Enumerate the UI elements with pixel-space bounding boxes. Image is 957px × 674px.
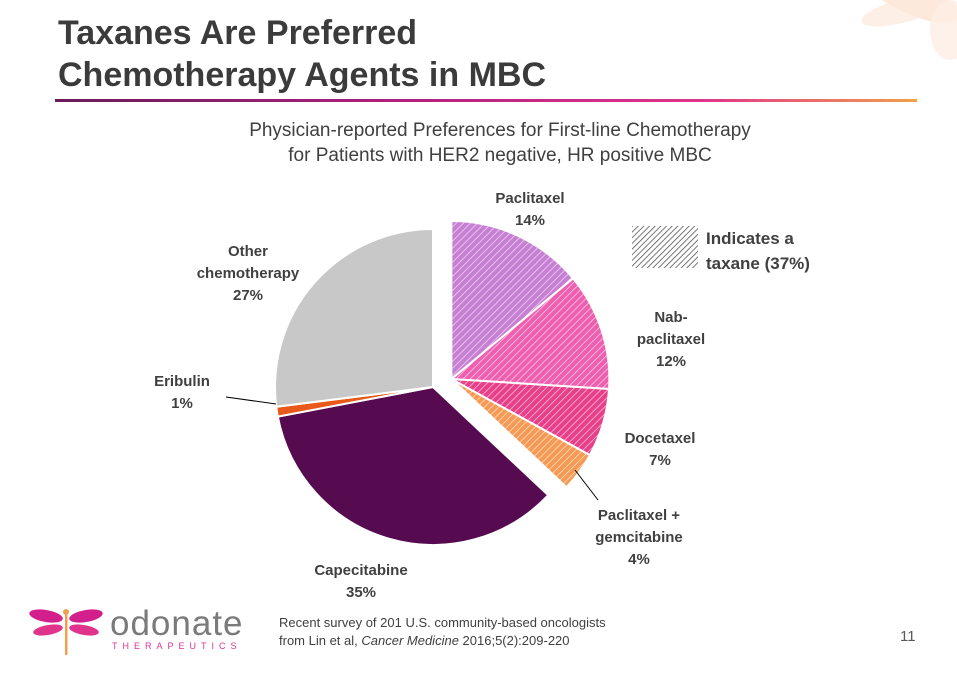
footnote-suffix: 2016;5(2):209-220 <box>458 633 570 648</box>
page-number: 11 <box>900 628 916 645</box>
pie-slice-hatch <box>451 379 610 456</box>
chart-title-line-1: Physician-reported Preferences for First… <box>249 120 751 141</box>
slide-title: Taxanes Are Preferred Chemotherapy Agent… <box>58 12 546 96</box>
slice-label: Eribulin 1% <box>154 373 210 412</box>
pie-slice-hatch <box>451 379 590 488</box>
legend-text: Indicates a taxane (37%) <box>706 226 810 276</box>
slice-label: Docetaxel 7% <box>625 430 696 469</box>
pie-slice-capecitabine <box>276 385 550 546</box>
footnote-prefix: from Lin et al, <box>279 633 362 648</box>
footnote-journal: Cancer Medicine <box>361 633 459 648</box>
dragonfly-logo-icon <box>29 609 103 655</box>
leader-line <box>574 469 599 501</box>
chart-title: Physician-reported Preferences for First… <box>120 118 880 168</box>
slice-label: Nab-paclitaxel 12% <box>637 309 705 370</box>
title-line-1: Taxanes Are Preferred <box>58 14 418 52</box>
slice-label: Capecitabine 35% <box>314 562 407 601</box>
chart-title-line-2: for Patients with HER2 negative, HR posi… <box>288 145 712 166</box>
title-rule <box>55 99 917 102</box>
legend-swatch-hatch <box>632 226 698 268</box>
logo-wordmark: odonate <box>110 604 244 643</box>
slice-label: Other chemotherapy 27% <box>197 243 300 304</box>
slice-label: Paclitaxel + gemcitabine 4% <box>595 507 683 568</box>
footnote-line-2: from Lin et al, Cancer Medicine 2016;5(2… <box>279 632 606 650</box>
legend-line-2: taxane (37%) <box>706 254 810 273</box>
logo-subtitle: THERAPEUTICS <box>112 641 242 651</box>
pie-slice-hatch <box>451 221 574 380</box>
leader-line <box>225 396 277 405</box>
footnote-line-1: Recent survey of 201 U.S. community-base… <box>279 615 606 630</box>
corner-decoration <box>859 0 957 60</box>
legend-line-1: Indicates a <box>706 229 794 248</box>
title-line-2: Chemotherapy Agents in MBC <box>58 56 547 94</box>
pie-slice-other <box>274 227 434 408</box>
slice-label: Paclitaxel 14% <box>495 190 564 229</box>
pie-slice-hatch <box>451 278 610 389</box>
footnote: Recent survey of 201 U.S. community-base… <box>279 614 606 650</box>
